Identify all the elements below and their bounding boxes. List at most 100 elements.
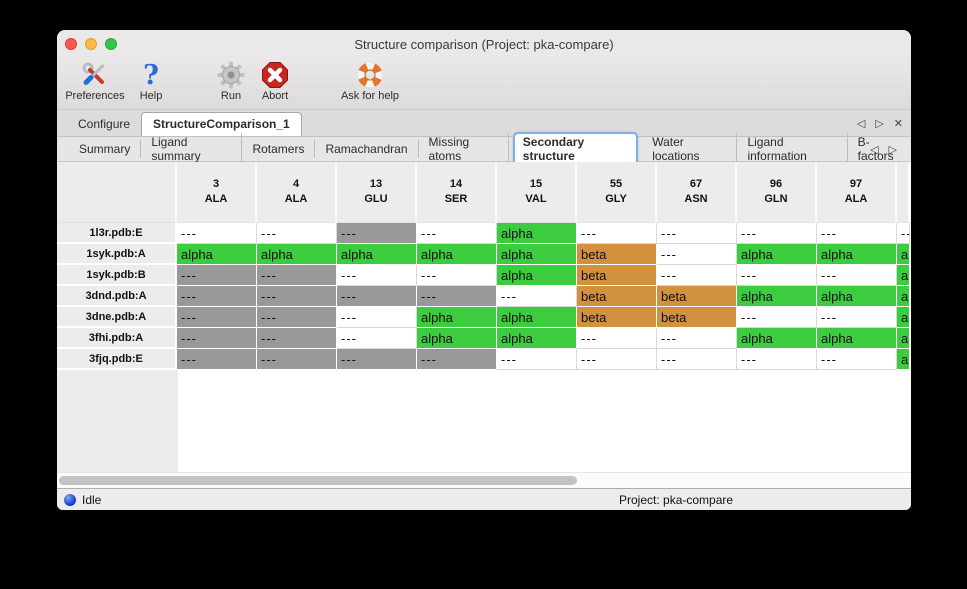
close-window-button[interactable]: [65, 38, 77, 50]
tab-structurecomparison_1[interactable]: StructureComparison_1: [141, 112, 302, 136]
zoom-window-button[interactable]: [105, 38, 117, 50]
secondary-structure-cell[interactable]: ---: [257, 223, 337, 244]
abort-button[interactable]: Abort: [253, 58, 297, 102]
secondary-structure-cell[interactable]: alpha: [497, 265, 577, 286]
preferences-button[interactable]: Preferences: [61, 58, 129, 102]
secondary-structure-cell[interactable]: ---: [417, 349, 497, 370]
secondary-structure-cell[interactable]: alpha: [497, 244, 577, 265]
secondary-structure-cell[interactable]: ---: [497, 349, 577, 370]
secondary-structure-cell[interactable]: ---: [417, 286, 497, 307]
secondary-structure-cell[interactable]: ---: [817, 223, 897, 244]
secondary-structure-cell[interactable]: alpha: [497, 307, 577, 328]
secondary-structure-cell[interactable]: ---: [337, 328, 417, 349]
secondary-structure-cell[interactable]: ---: [177, 328, 257, 349]
secondary-structure-cell[interactable]: ---: [337, 286, 417, 307]
row-header[interactable]: 3dnd.pdb:A: [57, 286, 177, 307]
tab-configure[interactable]: Configure: [78, 117, 131, 131]
subtab-ramachandran[interactable]: Ramachandran: [315, 140, 419, 158]
help-button[interactable]: ? Help: [129, 58, 173, 102]
secondary-structure-cell[interactable]: ---: [257, 265, 337, 286]
secondary-structure-cell[interactable]: ---: [817, 265, 897, 286]
secondary-structure-cell[interactable]: alpha: [737, 244, 817, 265]
secondary-structure-cell[interactable]: ---: [257, 307, 337, 328]
secondary-structure-cell[interactable]: alpha: [737, 286, 817, 307]
secondary-structure-cell[interactable]: alpha: [337, 244, 417, 265]
secondary-structure-cell[interactable]: ---: [337, 349, 417, 370]
secondary-structure-cell[interactable]: alpha: [497, 328, 577, 349]
secondary-structure-cell[interactable]: ---: [257, 349, 337, 370]
secondary-structure-cell[interactable]: beta: [577, 307, 657, 328]
next-tab-button[interactable]: ▷: [875, 117, 884, 130]
row-header[interactable]: 3dne.pdb:A: [57, 307, 177, 328]
horizontal-scrollbar[interactable]: [57, 472, 911, 488]
secondary-structure-cell[interactable]: ---: [337, 307, 417, 328]
column-header[interactable]: 4 ALA: [257, 162, 337, 223]
next-subtab-button[interactable]: ▷: [888, 143, 897, 156]
secondary-structure-cell[interactable]: ---: [577, 349, 657, 370]
secondary-structure-cell[interactable]: alpha: [177, 244, 257, 265]
secondary-structure-cell[interactable]: ---: [177, 223, 257, 244]
secondary-structure-cell[interactable]: ---: [577, 328, 657, 349]
secondary-structure-cell[interactable]: alpha: [897, 265, 910, 286]
secondary-structure-cell[interactable]: alpha: [897, 307, 910, 328]
secondary-structure-cell[interactable]: ---: [737, 349, 817, 370]
row-header[interactable]: 1syk.pdb:A: [57, 244, 177, 265]
secondary-structure-cell[interactable]: alpha: [897, 286, 910, 307]
secondary-structure-cell[interactable]: ---: [177, 286, 257, 307]
secondary-structure-cell[interactable]: ---: [737, 265, 817, 286]
column-header[interactable]: 55 GLY: [577, 162, 657, 223]
close-tab-button[interactable]: ✕: [893, 117, 903, 130]
scrollbar-thumb[interactable]: [59, 476, 577, 485]
column-header[interactable]: 3 ALA: [177, 162, 257, 223]
row-header[interactable]: 3fjq.pdb:E: [57, 349, 177, 370]
subtab-summary[interactable]: Summary: [69, 140, 142, 158]
secondary-structure-cell[interactable]: ---: [817, 349, 897, 370]
minimize-window-button[interactable]: [85, 38, 97, 50]
secondary-structure-cell[interactable]: ---: [577, 223, 657, 244]
subtab-rotamers[interactable]: Rotamers: [242, 140, 316, 158]
secondary-structure-cell[interactable]: ---: [337, 265, 417, 286]
secondary-structure-cell[interactable]: alpha: [417, 244, 497, 265]
subtab-water-locations[interactable]: Water locations: [642, 133, 738, 165]
secondary-structure-cell[interactable]: ---: [737, 223, 817, 244]
ask-for-help-button[interactable]: Ask for help: [325, 58, 415, 102]
column-header[interactable]: 15 VAL: [497, 162, 577, 223]
secondary-structure-cell[interactable]: alpha: [417, 307, 497, 328]
secondary-structure-cell[interactable]: beta: [657, 307, 737, 328]
secondary-structure-cell[interactable]: ---: [257, 286, 337, 307]
row-header[interactable]: 3fhi.pdb:A: [57, 328, 177, 349]
secondary-structure-cell[interactable]: ---: [657, 328, 737, 349]
prev-subtab-button[interactable]: ◁: [870, 143, 879, 156]
secondary-structure-cell[interactable]: ---: [417, 265, 497, 286]
column-header[interactable]: 67 ASN: [657, 162, 737, 223]
secondary-structure-cell[interactable]: alpha: [257, 244, 337, 265]
secondary-structure-cell[interactable]: ---: [497, 286, 577, 307]
column-header[interactable]: 97 ALA: [817, 162, 897, 223]
secondary-structure-cell[interactable]: alpha: [817, 286, 897, 307]
secondary-structure-cell[interactable]: alpha: [897, 328, 910, 349]
secondary-structure-cell[interactable]: ---: [737, 307, 817, 328]
secondary-structure-cell[interactable]: ---: [257, 328, 337, 349]
secondary-structure-cell[interactable]: alpha: [897, 349, 910, 370]
secondary-structure-cell[interactable]: beta: [577, 244, 657, 265]
subtab-secondary-structure[interactable]: Secondary structure: [512, 132, 639, 166]
secondary-structure-cell[interactable]: alpha: [417, 328, 497, 349]
subtab-missing-atoms[interactable]: Missing atoms: [419, 133, 509, 165]
secondary-structure-cell[interactable]: ---: [417, 223, 497, 244]
title-bar[interactable]: Structure comparison (Project: pka-compa…: [57, 30, 911, 58]
row-header[interactable]: 1l3r.pdb:E: [57, 223, 177, 244]
secondary-structure-cell[interactable]: alpha: [737, 328, 817, 349]
secondary-structure-cell[interactable]: ---: [177, 349, 257, 370]
secondary-structure-cell[interactable]: ---: [657, 349, 737, 370]
secondary-structure-cell[interactable]: ---: [657, 265, 737, 286]
secondary-structure-cell[interactable]: ---: [177, 307, 257, 328]
subtab-b-factors[interactable]: B-factors: [857, 135, 894, 163]
subtab-ligand-summary[interactable]: Ligand summary: [141, 133, 243, 165]
secondary-structure-cell[interactable]: beta: [577, 286, 657, 307]
run-button[interactable]: Run: [209, 58, 253, 102]
secondary-structure-cell[interactable]: ---: [657, 223, 737, 244]
column-header[interactable]: [897, 162, 910, 223]
secondary-structure-cell[interactable]: alpha: [817, 244, 897, 265]
subtab-ligand-information[interactable]: Ligand information: [737, 133, 848, 165]
secondary-structure-cell[interactable]: beta: [577, 265, 657, 286]
